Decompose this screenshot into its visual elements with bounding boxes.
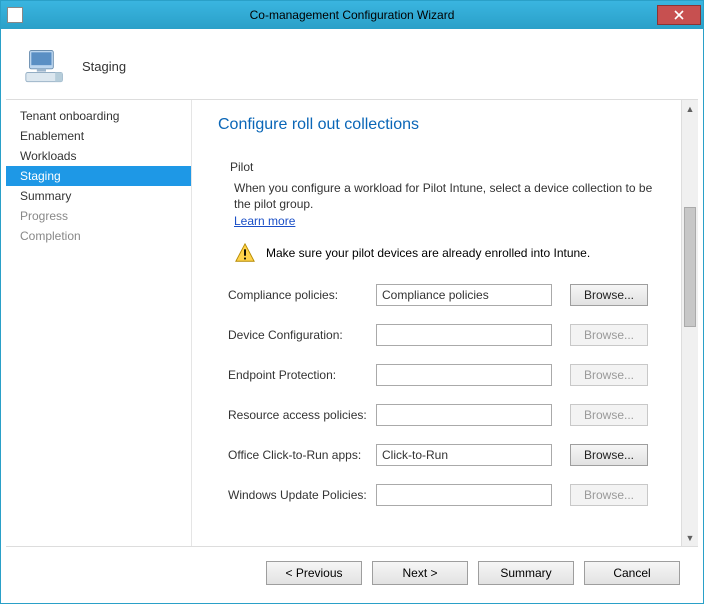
row-compliance-policies: Compliance policies: Browse... xyxy=(228,284,661,306)
main-inner: Configure roll out collections Pilot Whe… xyxy=(192,100,681,546)
label-compliance-policies: Compliance policies: xyxy=(228,288,376,302)
header: Staging xyxy=(6,34,698,100)
previous-button[interactable]: < Previous xyxy=(266,561,362,585)
input-endpoint-protection[interactable] xyxy=(376,364,552,386)
sidebar-item-enablement[interactable]: Enablement xyxy=(6,126,191,146)
window-body: Staging Tenant onboarding Enablement Wor… xyxy=(5,33,699,599)
sidebar-item-staging[interactable]: Staging xyxy=(6,166,191,186)
input-compliance-policies[interactable] xyxy=(376,284,552,306)
label-device-configuration: Device Configuration: xyxy=(228,328,376,342)
browse-windows-update: Browse... xyxy=(570,484,648,506)
label-resource-access: Resource access policies: xyxy=(228,408,376,422)
scroll-track[interactable] xyxy=(682,117,698,529)
sidebar-item-workloads[interactable]: Workloads xyxy=(6,146,191,166)
window-title: Co-management Configuration Wizard xyxy=(1,8,703,22)
browse-resource-access: Browse... xyxy=(570,404,648,426)
sidebar-item-completion[interactable]: Completion xyxy=(6,226,191,246)
warning-row: Make sure your pilot devices are already… xyxy=(234,242,661,264)
browse-compliance-policies[interactable]: Browse... xyxy=(570,284,648,306)
row-office-c2r: Office Click-to-Run apps: Browse... xyxy=(228,444,661,466)
row-resource-access: Resource access policies: Browse... xyxy=(228,404,661,426)
scroll-thumb[interactable] xyxy=(684,207,696,327)
wizard-window: Co-management Configuration Wizard Stagi… xyxy=(0,0,704,604)
input-device-configuration[interactable] xyxy=(376,324,552,346)
scroll-up-button[interactable]: ▲ xyxy=(682,100,698,117)
scroll-down-button[interactable]: ▼ xyxy=(682,529,698,546)
warning-text: Make sure your pilot devices are already… xyxy=(266,246,590,260)
row-endpoint-protection: Endpoint Protection: Browse... xyxy=(228,364,661,386)
header-title: Staging xyxy=(82,59,126,74)
label-endpoint-protection: Endpoint Protection: xyxy=(228,368,376,382)
content-area: Tenant onboarding Enablement Workloads S… xyxy=(6,100,698,546)
browse-endpoint-protection: Browse... xyxy=(570,364,648,386)
sidebar-item-summary[interactable]: Summary xyxy=(6,186,191,206)
label-windows-update: Windows Update Policies: xyxy=(228,488,376,502)
row-device-configuration: Device Configuration: Browse... xyxy=(228,324,661,346)
row-windows-update: Windows Update Policies: Browse... xyxy=(228,484,661,506)
cancel-button[interactable]: Cancel xyxy=(584,561,680,585)
browse-office-c2r[interactable]: Browse... xyxy=(570,444,648,466)
pilot-groupbox: Pilot When you configure a workload for … xyxy=(218,154,671,528)
groupbox-label: Pilot xyxy=(228,160,255,174)
summary-button[interactable]: Summary xyxy=(478,561,574,585)
computer-icon xyxy=(24,45,68,89)
page-heading: Configure roll out collections xyxy=(218,116,671,134)
warning-icon xyxy=(234,242,256,264)
input-windows-update[interactable] xyxy=(376,484,552,506)
vertical-scrollbar[interactable]: ▲ ▼ xyxy=(681,100,698,546)
sidebar: Tenant onboarding Enablement Workloads S… xyxy=(6,100,192,546)
pilot-description: When you configure a workload for Pilot … xyxy=(234,180,655,212)
titlebar: Co-management Configuration Wizard xyxy=(1,1,703,29)
browse-device-configuration: Browse... xyxy=(570,324,648,346)
next-button[interactable]: Next > xyxy=(372,561,468,585)
sidebar-item-tenant-onboarding[interactable]: Tenant onboarding xyxy=(6,106,191,126)
label-office-c2r: Office Click-to-Run apps: xyxy=(228,448,376,462)
learn-more-link[interactable]: Learn more xyxy=(234,214,295,228)
input-office-c2r[interactable] xyxy=(376,444,552,466)
main-panel: Configure roll out collections Pilot Whe… xyxy=(192,100,698,546)
sidebar-item-progress[interactable]: Progress xyxy=(6,206,191,226)
footer: < Previous Next > Summary Cancel xyxy=(6,546,698,598)
input-resource-access[interactable] xyxy=(376,404,552,426)
